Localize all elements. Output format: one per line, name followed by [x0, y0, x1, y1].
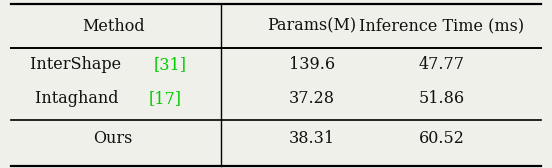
Text: 51.86: 51.86	[418, 90, 465, 107]
Text: Method: Method	[82, 17, 145, 35]
Text: 38.31: 38.31	[289, 130, 335, 147]
Text: Intaghand: Intaghand	[35, 90, 123, 107]
Text: [31]: [31]	[154, 56, 187, 73]
Text: Params(M): Params(M)	[267, 17, 357, 35]
Text: 37.28: 37.28	[289, 90, 335, 107]
Text: 47.77: 47.77	[418, 56, 465, 73]
Text: Ours: Ours	[93, 130, 133, 147]
Text: [17]: [17]	[149, 90, 182, 107]
Text: InterShape: InterShape	[30, 56, 126, 73]
Text: 139.6: 139.6	[289, 56, 335, 73]
Text: 60.52: 60.52	[418, 130, 465, 147]
Text: Inference Time (ms): Inference Time (ms)	[359, 17, 524, 35]
